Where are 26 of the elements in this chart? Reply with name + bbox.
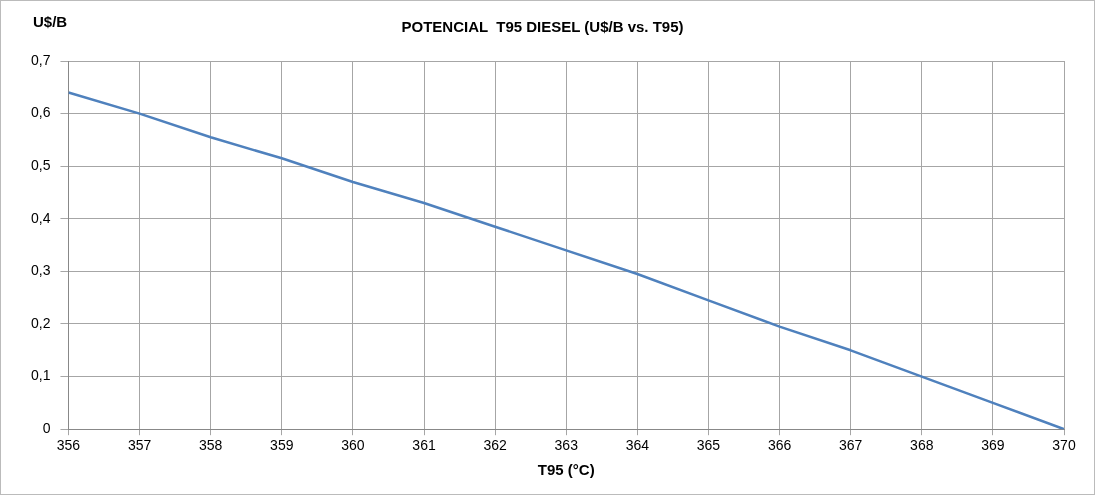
- x-tick-label: 361: [412, 437, 436, 454]
- y-tick-label: 0,6: [30, 104, 51, 121]
- y-tick-label: 0: [42, 420, 51, 437]
- x-tick-label: 368: [910, 437, 934, 454]
- x-tick-label: 356: [56, 437, 81, 454]
- x-tick-label: 369: [981, 437, 1005, 454]
- x-tick-label: 357: [127, 437, 152, 454]
- x-axis-title: T95 (°C): [537, 461, 595, 479]
- x-tick-label: 360: [341, 437, 365, 454]
- y-axis-title: U$/B: [33, 13, 68, 31]
- chart-title: POTENCIAL T95 DIESEL (U$/B vs. T95): [401, 18, 684, 36]
- x-tick-label: 359: [270, 437, 294, 454]
- x-tick-label: 367: [838, 437, 863, 454]
- x-tick-label: 364: [625, 437, 650, 454]
- y-tick-label: 0,4: [30, 209, 51, 226]
- y-tick-label: 0,7: [30, 51, 51, 68]
- x-tick-label: 366: [767, 437, 792, 454]
- y-tick-label: 0,2: [30, 314, 51, 331]
- x-tick-label: 363: [554, 437, 579, 454]
- x-tick-label: 358: [199, 437, 223, 454]
- x-tick-label: 365: [696, 437, 721, 454]
- y-tick-label: 0,3: [30, 262, 51, 279]
- x-tick-label: 362: [483, 437, 508, 454]
- y-tick-label: 0,1: [30, 367, 51, 384]
- y-tick-label: 0,5: [30, 157, 51, 174]
- x-tick-label: 370: [1052, 437, 1076, 454]
